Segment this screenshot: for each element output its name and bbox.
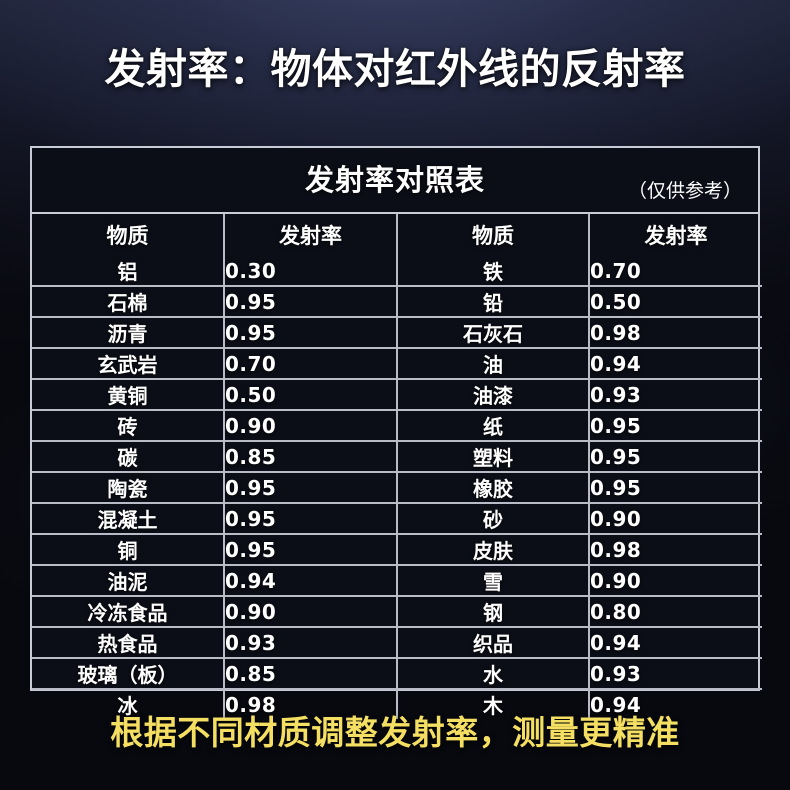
cell-emissivity-right: 0.70 bbox=[589, 256, 762, 287]
cell-material-left: 热食品 bbox=[32, 627, 225, 659]
cell-material-left: 混凝土 bbox=[32, 503, 225, 535]
table-row: 玻璃（板） 0.85 水 0.93 bbox=[32, 658, 762, 690]
cell-material-left: 玄武岩 bbox=[32, 348, 225, 380]
cell-emissivity-right: 0.90 bbox=[589, 503, 762, 535]
cell-material-right: 橡胶 bbox=[397, 472, 590, 504]
column-header-material-right: 物质 bbox=[397, 214, 590, 256]
table-caption-bar: 发射率对照表 （仅供参考） bbox=[32, 148, 758, 214]
table-row: 冷冻食品 0.90 钢 0.80 bbox=[32, 596, 762, 628]
cell-emissivity-right: 0.93 bbox=[589, 658, 762, 690]
cell-material-right: 木 bbox=[397, 689, 590, 719]
cell-emissivity-left: 0.95 bbox=[224, 317, 398, 349]
cell-emissivity-right: 0.94 bbox=[590, 692, 642, 717]
table-row: 黄铜 0.50 油漆 0.93 bbox=[32, 379, 762, 411]
cell-emissivity-right: 0.90 bbox=[589, 565, 762, 597]
cell-material-right: 雪 bbox=[397, 565, 590, 597]
cell-emissivity-left: 0.93 bbox=[224, 627, 398, 659]
cell-emissivity-right: 0.98 bbox=[589, 534, 762, 566]
cell-emissivity-left: 0.95 bbox=[224, 286, 398, 318]
cell-emissivity-left: 0.50 bbox=[224, 379, 398, 411]
cell-emissivity-left: 0.94 bbox=[224, 565, 398, 597]
cell-emissivity-left: 0.95 bbox=[224, 534, 398, 566]
cell-material-left: 玻璃（板） bbox=[32, 658, 225, 690]
cell-emissivity-right: 0.95 bbox=[589, 441, 762, 473]
cell-emissivity-left: 0.85 bbox=[224, 658, 398, 690]
cell-material-right: 铅 bbox=[397, 286, 590, 318]
table-title: 发射率对照表 bbox=[304, 163, 485, 197]
emissivity-table: 物质 发射率 物质 发射率 铝 0.30 铁 0.70 石棉 0.95 铅 0.50 沥青 0.9… bbox=[32, 214, 762, 719]
cell-material-left: 冰 bbox=[32, 689, 225, 719]
cell-material-left: 黄铜 bbox=[32, 379, 225, 411]
cell-material-left: 碳 bbox=[32, 441, 225, 473]
table-row: 陶瓷 0.95 橡胶 0.95 bbox=[32, 472, 762, 504]
table-reference-note: （仅供参考） bbox=[627, 180, 742, 202]
emissivity-table-card: 发射率对照表 （仅供参考） 物质 发射率 物质 发射率 铝 0.30 铁 0.70 石棉… bbox=[30, 146, 762, 719]
cell-material-left: 铝 bbox=[32, 256, 225, 287]
cell-emissivity-right: 0.98 bbox=[589, 317, 762, 349]
cell-material-left: 冷冻食品 bbox=[32, 596, 225, 628]
cell-material-right: 油 bbox=[397, 348, 590, 380]
cell-emissivity-right: 0.80 bbox=[589, 596, 762, 628]
cell-emissivity-right: 0.94 bbox=[589, 348, 762, 380]
table-header-row: 物质 发射率 物质 发射率 bbox=[32, 214, 762, 256]
page-footline: 根据不同材质调整发射率，测量更精准 bbox=[110, 713, 680, 752]
cell-material-right: 织品 bbox=[397, 627, 590, 659]
cell-material-right: 砂 bbox=[397, 503, 590, 535]
table-row: 砖 0.90 纸 0.95 bbox=[32, 410, 762, 442]
column-header-emissivity-left: 发射率 bbox=[224, 214, 398, 256]
cell-material-right: 油漆 bbox=[397, 379, 590, 411]
cell-emissivity-left: 0.70 bbox=[224, 348, 398, 380]
table-row: 碳 0.85 塑料 0.95 bbox=[32, 441, 762, 473]
page-headline: 发射率：物体对红外线的反射率 bbox=[104, 45, 686, 93]
table-row: 铝 0.30 铁 0.70 bbox=[32, 256, 762, 287]
cell-emissivity-right: 0.95 bbox=[589, 472, 762, 504]
cell-emissivity-left: 0.95 bbox=[224, 503, 398, 535]
cell-material-right: 水 bbox=[397, 658, 590, 690]
cell-material-right: 塑料 bbox=[397, 441, 590, 473]
cell-material-left: 砖 bbox=[32, 410, 225, 442]
cell-emissivity-right: 0.95 bbox=[589, 410, 762, 442]
table-row: 冰 0.98 木 0.94 bbox=[32, 689, 762, 719]
table-row: 铜 0.95 皮肤 0.98 bbox=[32, 534, 762, 566]
table-head: 物质 发射率 物质 发射率 bbox=[32, 214, 762, 256]
cell-emissivity-left: 0.85 bbox=[224, 441, 398, 473]
cell-material-left: 沥青 bbox=[32, 317, 225, 349]
table-row: 混凝土 0.95 砂 0.90 bbox=[32, 503, 762, 535]
column-header-material-left: 物质 bbox=[32, 214, 225, 256]
cell-emissivity-left: 0.30 bbox=[224, 256, 398, 287]
table-row: 石棉 0.95 铅 0.50 bbox=[32, 286, 762, 318]
cell-material-right: 铁 bbox=[397, 256, 590, 287]
cell-material-left: 铜 bbox=[32, 534, 225, 566]
cell-emissivity-left: 0.95 bbox=[224, 472, 398, 504]
cell-emissivity-right: 0.94 bbox=[589, 627, 762, 659]
cell-material-right: 钢 bbox=[397, 596, 590, 628]
cell-material-right: 纸 bbox=[397, 410, 590, 442]
cell-emissivity-right: 0.50 bbox=[589, 286, 762, 318]
cell-material-left: 油泥 bbox=[32, 565, 225, 597]
cell-material-left: 石棉 bbox=[32, 286, 225, 318]
cell-material-right: 石灰石 bbox=[397, 317, 590, 349]
table-row: 油泥 0.94 雪 0.90 bbox=[32, 565, 762, 597]
cell-emissivity-left: 0.98 bbox=[224, 689, 398, 719]
cell-emissivity-left: 0.90 bbox=[224, 596, 398, 628]
cell-emissivity-left: 0.90 bbox=[224, 410, 398, 442]
cell-material-left: 陶瓷 bbox=[32, 472, 225, 504]
cell-emissivity-right: 0.93 bbox=[589, 379, 762, 411]
column-header-emissivity-right: 发射率 bbox=[644, 224, 708, 248]
table-row: 沥青 0.95 石灰石 0.98 bbox=[32, 317, 762, 349]
table-row: 玄武岩 0.70 油 0.94 bbox=[32, 348, 762, 380]
cell-material-right: 皮肤 bbox=[397, 534, 590, 566]
table-row: 热食品 0.93 织品 0.94 bbox=[32, 627, 762, 659]
table-body: 铝 0.30 铁 0.70 石棉 0.95 铅 0.50 沥青 0.95 石灰石 0.98 玄武岩 0.7… bbox=[32, 256, 762, 719]
